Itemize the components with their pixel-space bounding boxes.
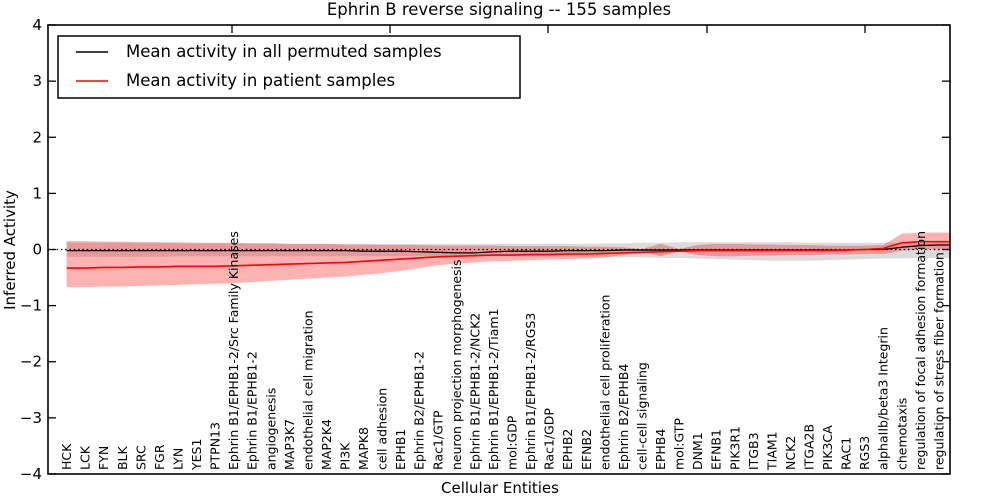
- x-tick-label: Ephrin B1/EPHB1-2: [245, 351, 260, 470]
- x-tick-label: cell-cell signaling: [634, 362, 649, 470]
- x-tick-label: alphaIIb/beta3 Integrin: [876, 327, 891, 470]
- x-axis-label: Cellular Entities: [441, 479, 559, 497]
- chart-title: Ephrin B reverse signaling -- 155 sample…: [327, 0, 671, 19]
- legend-box: [57, 35, 521, 99]
- x-tick-label: Ephrin B1/EPHB1-2/Tiam1: [486, 308, 501, 470]
- x-tick-label: EPHB4: [653, 429, 668, 470]
- x-tick-label: RAC1: [839, 437, 854, 470]
- x-tick-label: FYN: [96, 446, 111, 470]
- legend-label-permuted: Mean activity in all permuted samples: [126, 42, 442, 61]
- y-tick-label: 4: [32, 16, 42, 34]
- x-tick-label: TIAM1: [764, 431, 779, 471]
- x-tick-label: cell adhesion: [375, 388, 390, 470]
- x-tick-label: endothelial cell migration: [300, 310, 315, 470]
- legend-label-patient: Mean activity in patient samples: [126, 71, 395, 90]
- y-axis-label: Inferred Activity: [1, 190, 19, 310]
- y-tick-label: −4: [20, 465, 42, 483]
- x-tick-label: endothelial cell proliferation: [597, 295, 612, 470]
- x-tick-label: chemotaxis: [894, 398, 909, 470]
- x-tick-label: PTPN13: [208, 422, 223, 470]
- series-line-patient: [66, 240, 950, 269]
- x-tick-label: Ephrin B1/EPHB1-2/Src Family Kinases: [226, 231, 241, 470]
- x-tick-label: SRC: [133, 445, 148, 470]
- axis-ticks: 4 3 2 1 0 −1 −2 −3 −4: [20, 16, 950, 483]
- x-tick-label: DNM1: [690, 432, 705, 470]
- x-tick-label: MAPK8: [356, 427, 371, 470]
- x-tick-label: Rac1/GTP: [430, 410, 445, 470]
- x-tick-label: EPHB2: [560, 429, 575, 470]
- x-tick-label: RGS3: [857, 436, 872, 470]
- x-tick-label: Ephrin B2/EPHB1-2: [412, 351, 427, 470]
- x-tick-label: EPHB1: [393, 429, 408, 470]
- x-tick-label: HCK: [59, 443, 74, 470]
- x-tick-label: ITGB3: [746, 432, 761, 470]
- y-tick-label: −1: [20, 297, 42, 315]
- y-tick-label: 2: [32, 128, 42, 146]
- y-tick-label: 0: [32, 241, 42, 259]
- x-tick-label: Rac1/GDP: [542, 408, 557, 470]
- x-tick-label: regulation of focal adhesion formation: [913, 231, 928, 470]
- y-tick-label: −3: [20, 409, 42, 427]
- x-tick-label: MAP2K4: [319, 419, 334, 470]
- x-tick-label: LYN: [170, 448, 185, 470]
- y-tick-label: 1: [32, 184, 42, 202]
- x-tick-label: Ephrin B2/EPHB4: [616, 364, 631, 470]
- x-tick-label: EFNB2: [579, 429, 594, 470]
- x-tick-label: EFNB1: [709, 429, 724, 470]
- plot-area: HCK LCK FYN BLK SRC FGR LYN YES1 PTPN13 Ephrin B1…: [48, 231, 951, 471]
- x-tick-label: mol:GDP: [505, 415, 520, 470]
- x-tick-label: FGR: [152, 444, 167, 470]
- x-tick-label: NCK2: [783, 436, 798, 470]
- x-tick-label: YES1: [189, 439, 204, 471]
- x-tick-label: regulation of stress fiber formation: [931, 252, 946, 470]
- band-patient-samples-range: [66, 232, 951, 288]
- x-tick-label: PI3K: [338, 442, 353, 470]
- y-tick-label: −2: [20, 353, 42, 371]
- x-tick-label: ITGA2B: [802, 424, 817, 470]
- x-tick-label: PIK3R1: [727, 426, 742, 470]
- x-tick-label: LCK: [78, 445, 93, 470]
- x-tick-label: Ephrin B1/EPHB1-2/NCK2: [467, 313, 482, 470]
- x-tick-label: BLK: [115, 445, 130, 470]
- x-tick-label: mol:GTP: [672, 418, 687, 470]
- legend: Mean activity in all permuted samples Me…: [57, 35, 521, 99]
- x-tick-label: angiogenesis: [263, 388, 278, 470]
- x-tick-label: MAP3K7: [282, 419, 297, 470]
- x-tick-label: Ephrin B1/EPHB1-2/RGS3: [523, 313, 538, 470]
- y-tick-label: 3: [32, 72, 42, 90]
- x-tick-label: neuron projection morphogenesis: [449, 259, 464, 470]
- x-tick-label: PIK3CA: [820, 425, 835, 470]
